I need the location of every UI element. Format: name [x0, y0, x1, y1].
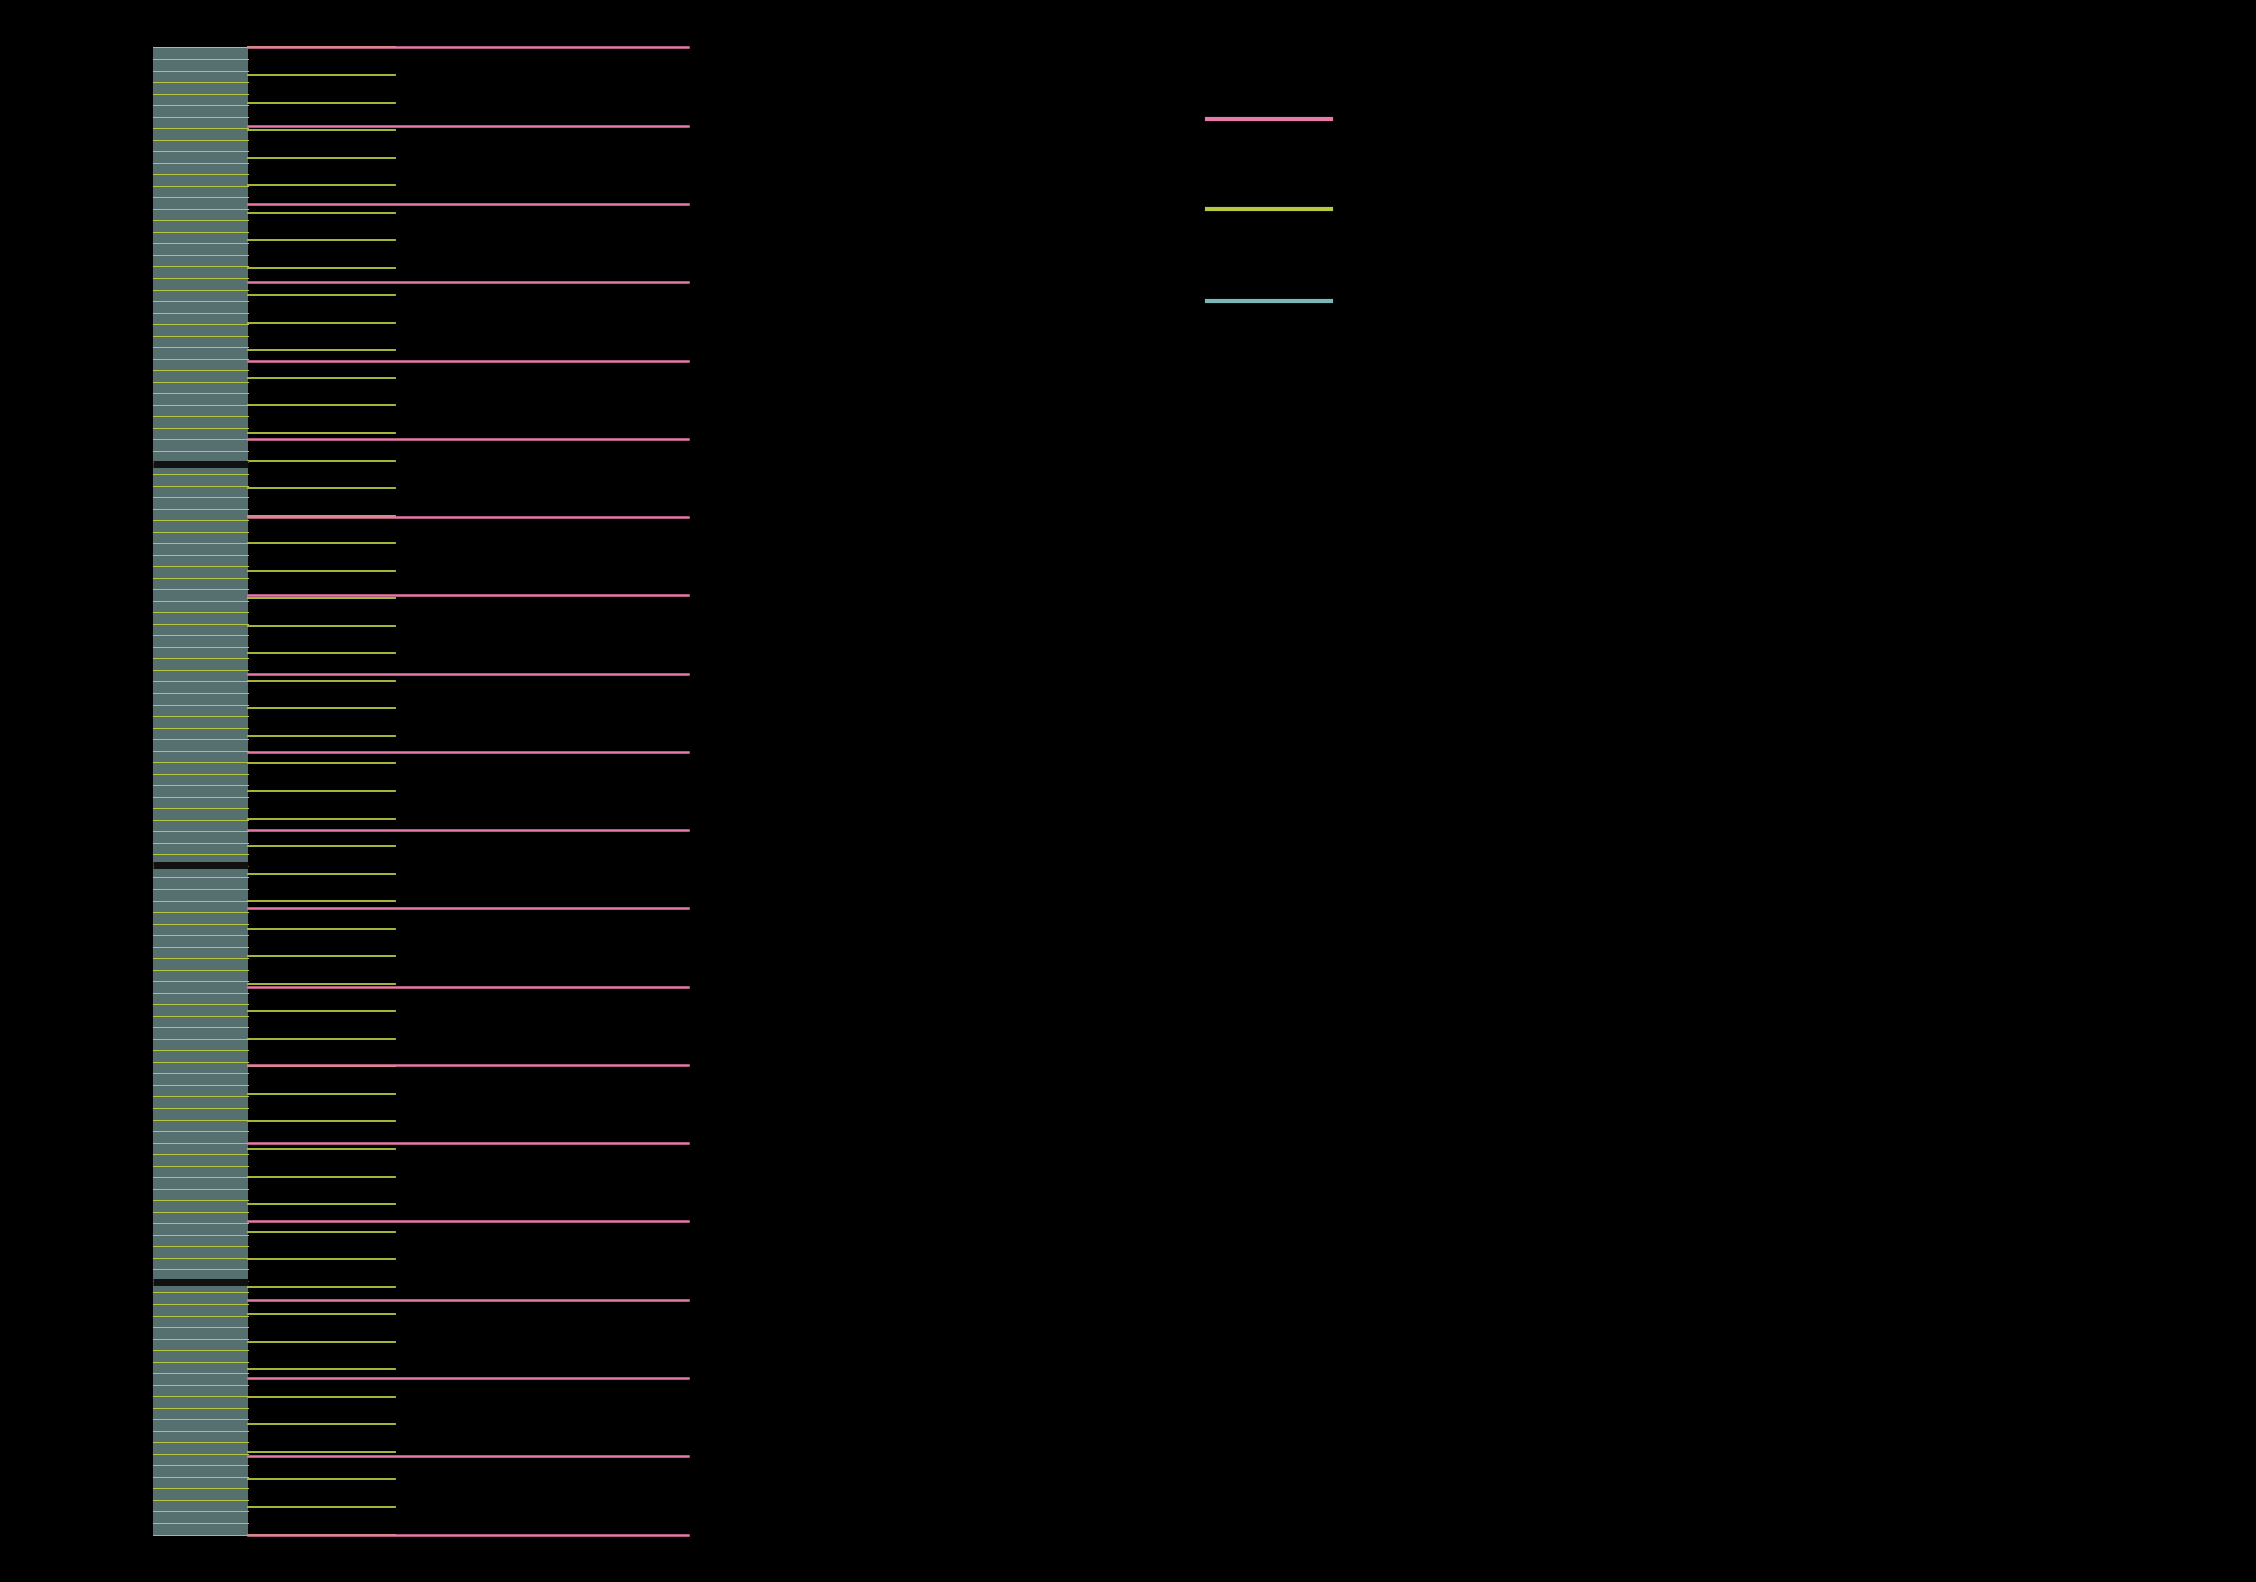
- Bar: [153, 47, 248, 1535]
